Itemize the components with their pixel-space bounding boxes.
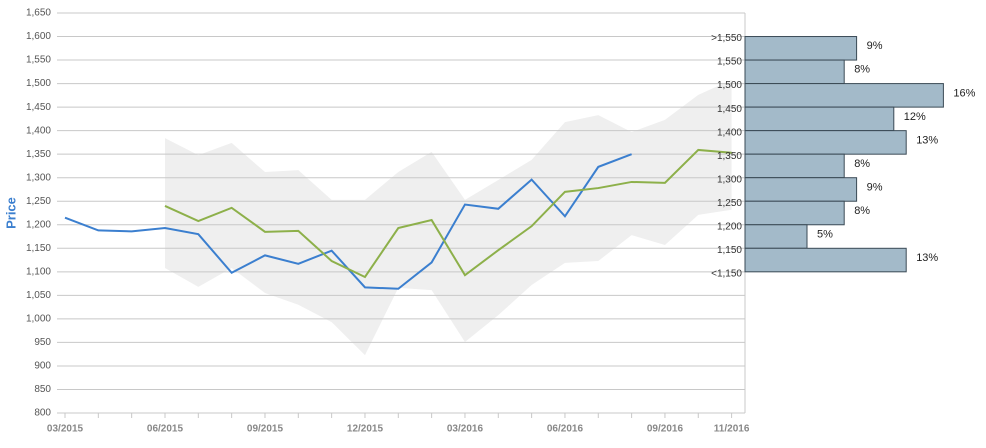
y-tick-label: 1,350 <box>26 149 51 160</box>
range-band <box>164 79 732 356</box>
bin-label: 1,350 <box>717 151 742 162</box>
bar <box>744 153 845 179</box>
x-tick-label: 09/2016 <box>647 424 684 435</box>
bin-label: 1,500 <box>717 80 742 91</box>
y-axis-label: Price <box>3 197 18 229</box>
y-tick-label: 1,000 <box>26 314 51 325</box>
y-tick-label: 1,450 <box>26 102 51 113</box>
bin-label: 1,150 <box>717 245 742 256</box>
bar <box>744 106 895 132</box>
y-tick-label: 1,250 <box>26 196 51 207</box>
y-tick-label: 1,500 <box>26 78 51 89</box>
bar <box>744 224 808 249</box>
x-tick-label: 06/2015 <box>147 424 184 435</box>
y-tick-label: 950 <box>34 337 51 348</box>
bar-value-label: 8% <box>854 205 870 217</box>
bar <box>744 36 858 61</box>
y-tick-label: 800 <box>34 408 51 419</box>
bar-value-label: 13% <box>916 252 938 264</box>
y-tick-label: 1,150 <box>26 243 51 254</box>
bin-label: >1,550 <box>711 33 742 44</box>
bar-value-label: 5% <box>817 228 833 240</box>
bin-label: 1,250 <box>717 198 742 209</box>
x-tick-label: 03/2016 <box>447 424 484 435</box>
y-tick-label: 1,300 <box>26 172 51 183</box>
bar-value-label: 9% <box>867 181 883 193</box>
x-tick-label: 09/2015 <box>247 424 284 435</box>
bin-label: <1,150 <box>711 268 742 279</box>
series-line <box>164 148 732 279</box>
x-tick-label: 06/2016 <box>547 424 584 435</box>
y-tick-label: 900 <box>34 361 51 372</box>
bar <box>744 83 944 108</box>
y-tick-label: 1,600 <box>26 31 51 42</box>
x-tick-label: 11/2016 <box>714 424 750 435</box>
bin-label: 1,550 <box>717 57 742 68</box>
bar <box>744 177 858 202</box>
bar-value-label: 8% <box>854 64 870 76</box>
bar-value-label: 13% <box>916 134 938 146</box>
bar <box>744 247 907 273</box>
bar-value-label: 12% <box>904 111 926 123</box>
bar-value-label: 16% <box>953 87 975 99</box>
y-tick-label: 850 <box>34 384 51 395</box>
y-tick-label: 1,650 <box>26 8 51 19</box>
bin-label: 1,450 <box>717 104 742 115</box>
bin-label: 1,400 <box>717 127 742 138</box>
bar-value-label: 8% <box>854 158 870 170</box>
bar <box>744 130 907 155</box>
y-tick-label: 1,200 <box>26 219 51 230</box>
bin-label: 1,300 <box>717 174 742 185</box>
y-tick-label: 1,400 <box>26 125 51 136</box>
y-tick-label: 1,050 <box>26 290 51 301</box>
bin-label: 1,200 <box>717 221 742 232</box>
y-tick-label: 1,550 <box>26 55 51 66</box>
y-tick-label: 1,100 <box>26 266 51 277</box>
bar-value-label: 9% <box>867 40 883 52</box>
bar <box>744 59 845 85</box>
x-tick-label: 12/2015 <box>347 424 384 435</box>
x-tick-label: 03/2015 <box>47 424 84 435</box>
bar <box>744 200 845 226</box>
